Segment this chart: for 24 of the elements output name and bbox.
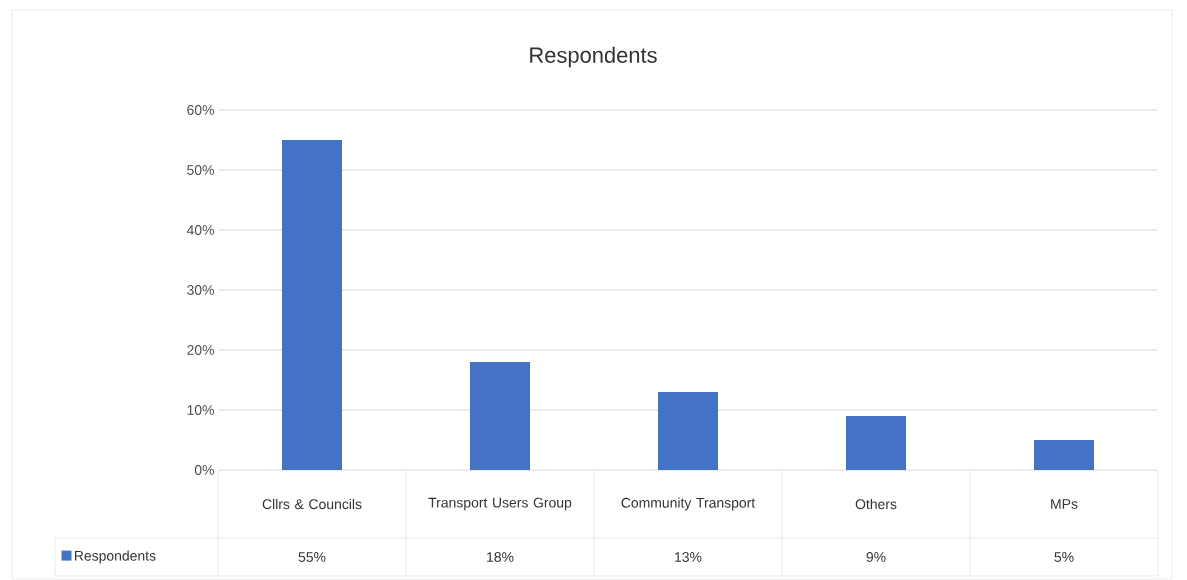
y-tick-label: 40% [186, 225, 214, 235]
y-tick-label: 50% [187, 165, 214, 175]
bar [658, 392, 718, 470]
y-tick-label: 10% [187, 405, 214, 415]
data-label: 13% [675, 552, 702, 562]
bar [282, 140, 342, 470]
chart-title: Respondents [530, 46, 657, 68]
x-tick-label: MPs [1051, 499, 1078, 509]
y-tick-label: 60% [187, 105, 214, 115]
bar [470, 362, 530, 470]
bar [846, 416, 906, 470]
x-tick-label: Community Transport [621, 497, 756, 511]
x-tick-label: Cllrs & Councils [262, 498, 362, 510]
data-label: 55% [298, 552, 326, 562]
y-tick-label: 30% [187, 285, 214, 295]
data-label: 5% [1054, 552, 1074, 562]
y-tick-label: 20% [187, 345, 214, 355]
x-tick-label: Others [855, 498, 897, 510]
data-label: 9% [866, 552, 886, 562]
legend-label: Respondents [74, 550, 156, 564]
bar [1034, 440, 1095, 470]
y-tick-label: 0% [194, 465, 214, 475]
data-label: 18% [487, 552, 514, 562]
x-tick-label: Transport Users Group [428, 497, 572, 511]
